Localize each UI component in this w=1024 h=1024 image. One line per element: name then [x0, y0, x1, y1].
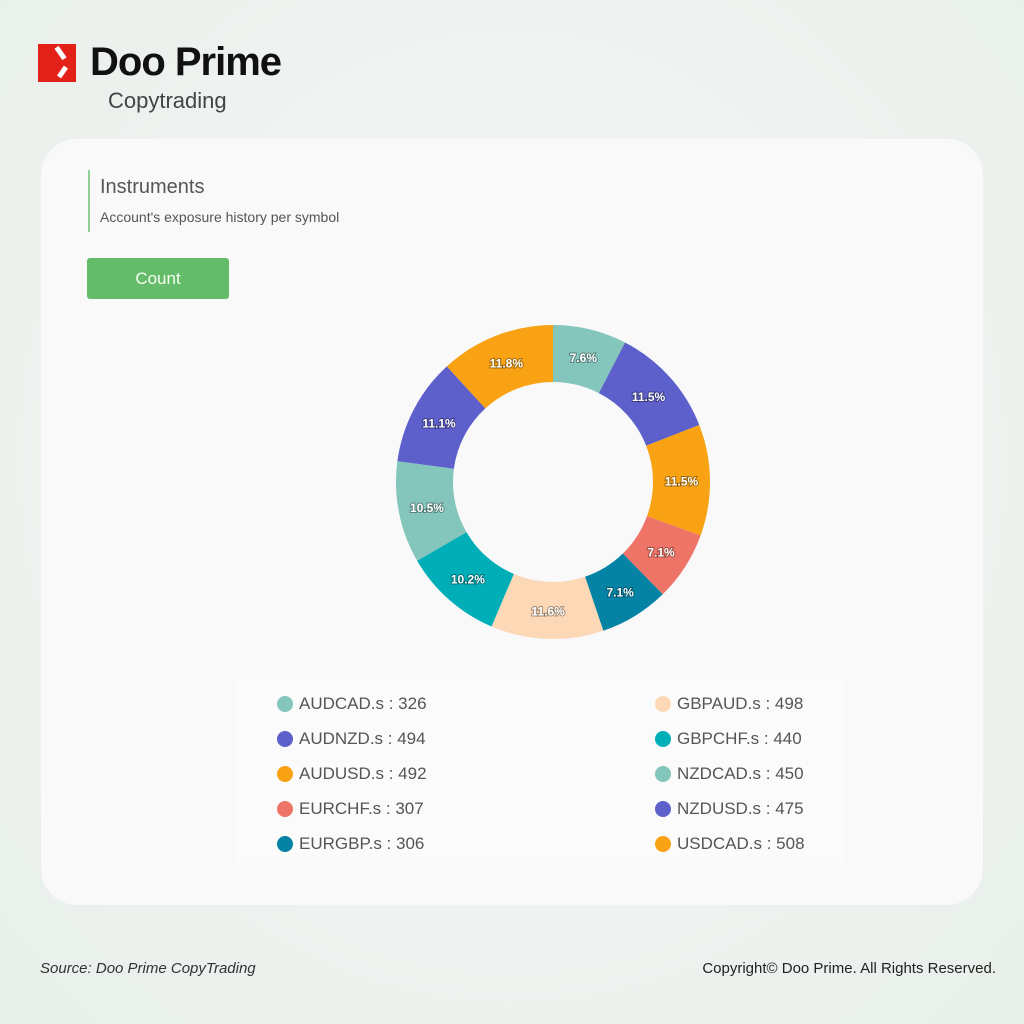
chart-legend: AUDCAD.s : 326 AUDNZD.s : 494 AUDUSD.s : 4…	[235, 678, 845, 863]
brand-subtitle: Copytrading	[108, 88, 227, 113]
slice-gbpchf-s[interactable]	[417, 532, 514, 627]
legend-item[interactable]: EURCHF.s : 307	[277, 799, 424, 819]
slice-label: 11.1%	[422, 417, 456, 431]
legend-swatch	[655, 696, 671, 712]
slice-audcad-s[interactable]	[553, 325, 626, 394]
brand-name: Doo Prime	[90, 40, 282, 84]
logo-mark-icon	[38, 43, 76, 82]
legend-item[interactable]: USDCAD.s : 508	[655, 834, 805, 854]
slice-label: 11.8%	[490, 356, 524, 370]
slice-gbpaud-s[interactable]	[491, 574, 604, 639]
legend-label: GBPAUD.s : 498	[677, 694, 804, 713]
slice-label: 11.5%	[632, 390, 666, 404]
legend-item[interactable]: AUDNZD.s : 494	[277, 729, 426, 749]
legend-swatch	[277, 696, 293, 712]
panel-subtitle: Account's exposure history per symbol	[100, 209, 340, 225]
slice-eurgbp-s[interactable]	[585, 553, 663, 631]
legend-item[interactable]: NZDCAD.s : 450	[655, 764, 804, 784]
brand-logo: Doo Prime	[38, 40, 282, 85]
legend-item[interactable]: EURGBP.s : 306	[277, 834, 424, 854]
legend-label: AUDNZD.s : 494	[299, 729, 426, 748]
legend-swatch	[277, 836, 293, 852]
legend-label: NZDUSD.s : 475	[677, 799, 804, 818]
legend-item[interactable]: NZDUSD.s : 475	[655, 799, 804, 819]
legend-label: AUDCAD.s : 326	[299, 694, 427, 713]
legend-swatch	[277, 766, 293, 782]
legend-label: EURGBP.s : 306	[299, 834, 425, 853]
slice-usdcad-s[interactable]	[446, 325, 553, 409]
legend-label: EURCHF.s : 307	[299, 799, 424, 818]
panel-title: Instruments	[100, 176, 205, 198]
legend-swatch	[655, 731, 671, 747]
slice-eurchf-s[interactable]	[622, 516, 701, 595]
slice-label: 10.2%	[451, 572, 485, 586]
slice-label: 7.1%	[647, 546, 675, 560]
legend-label: NZDCAD.s : 450	[677, 764, 804, 783]
legend-swatch	[655, 801, 671, 817]
slice-nzdcad-s[interactable]	[396, 461, 467, 561]
slice-label: 7.6%	[570, 351, 598, 365]
slice-label: 11.5%	[665, 474, 699, 488]
legend-label: AUDUSD.s : 492	[299, 764, 427, 783]
legend-label: USDCAD.s : 508	[677, 834, 805, 853]
legend-item[interactable]: AUDUSD.s : 492	[277, 764, 427, 784]
donut-chart: 7.6% 11.5% 11.5% 7.1% 7.1% 11.6% 10.2% 10.5% 11.…	[396, 325, 710, 639]
legend-swatch	[655, 766, 671, 782]
count-button[interactable]: Count	[87, 258, 229, 299]
legend-swatch	[655, 836, 671, 852]
legend-item[interactable]: GBPAUD.s : 498	[655, 694, 803, 714]
slice-label: 7.1%	[606, 586, 634, 600]
panel-header: Instruments Account's exposure history p…	[88, 170, 339, 232]
slice-audnzd-s[interactable]	[598, 342, 700, 446]
legend-item[interactable]: GBPCHF.s : 440	[655, 729, 802, 749]
legend-swatch	[277, 801, 293, 817]
legend-swatch	[277, 731, 293, 747]
slice-nzdusd-s[interactable]	[397, 366, 486, 469]
source-note: Source: Doo Prime CopyTrading	[40, 960, 256, 977]
slice-audusd-s[interactable]	[646, 425, 710, 536]
legend-label: GBPCHF.s : 440	[677, 729, 802, 748]
legend-item[interactable]: AUDCAD.s : 326	[277, 694, 427, 714]
copyright: Copyright© Doo Prime. All Rights Reserve…	[702, 960, 996, 977]
slice-label: 11.6%	[531, 604, 565, 618]
slice-label: 10.5%	[410, 501, 444, 515]
